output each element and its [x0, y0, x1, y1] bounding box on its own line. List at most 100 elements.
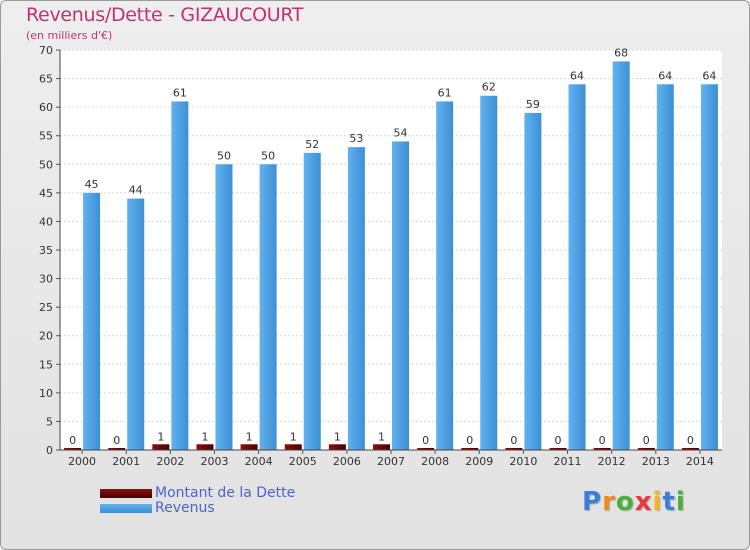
- y-tick-label: 30: [39, 273, 53, 286]
- bar-revenus: [392, 141, 409, 450]
- bar-revenus: [215, 164, 233, 451]
- logo-letter: i: [675, 487, 686, 517]
- y-tick-label: 45: [39, 187, 53, 200]
- legend-label-revenus: Revenus: [155, 500, 215, 516]
- bar-dette: [637, 448, 655, 450]
- y-tick-label: 5: [46, 415, 53, 428]
- data-label-dette: 0: [687, 434, 694, 447]
- bar-revenus: [347, 147, 365, 450]
- data-label-revenus: 61: [438, 86, 452, 99]
- bar-revenus: [259, 164, 277, 451]
- y-tick-label: 15: [39, 358, 53, 371]
- x-tick-label: 2005: [289, 455, 317, 468]
- bar-dette: [152, 444, 170, 450]
- x-tick-label: 2007: [377, 455, 405, 468]
- data-label-dette: 0: [555, 434, 562, 447]
- data-label-dette: 1: [246, 430, 253, 443]
- bar-revenus: [656, 84, 674, 451]
- data-label-dette: 0: [113, 434, 120, 447]
- x-tick-label: 2011: [554, 455, 582, 468]
- logo-letter: i: [652, 487, 663, 517]
- bar-revenus: [568, 84, 586, 451]
- data-label-dette: 0: [466, 434, 473, 447]
- y-tick-label: 25: [39, 301, 53, 314]
- data-label-dette: 1: [378, 430, 385, 443]
- y-tick-label: 35: [39, 244, 53, 257]
- x-tick-label: 2004: [245, 455, 273, 468]
- bar-chart: 0510152025303540455055606570045200004420…: [39, 44, 722, 468]
- data-label-dette: 0: [69, 434, 76, 447]
- x-tick-label: 2012: [598, 455, 626, 468]
- data-label-revenus: 52: [305, 138, 319, 151]
- x-tick-label: 2013: [642, 455, 670, 468]
- legend-swatch-dette: [100, 489, 152, 498]
- y-tick-label: 50: [39, 158, 53, 171]
- data-label-revenus: 50: [217, 149, 231, 162]
- x-tick-label: 2002: [156, 455, 184, 468]
- data-label-revenus: 54: [394, 126, 408, 139]
- bar-dette: [417, 448, 435, 450]
- logo-letter: o: [615, 487, 635, 517]
- data-label-dette: 1: [201, 430, 208, 443]
- x-tick-label: 2006: [333, 455, 361, 468]
- chart-subtitle: (en milliers d'€): [26, 29, 113, 42]
- proxiti-logo: Proxiti: [582, 487, 686, 517]
- data-label-dette: 0: [643, 434, 650, 447]
- y-tick-label: 40: [39, 215, 53, 228]
- data-label-dette: 1: [290, 430, 297, 443]
- x-tick-label: 2001: [112, 455, 140, 468]
- legend-swatch-revenus: [100, 504, 152, 513]
- x-tick-label: 2009: [465, 455, 493, 468]
- data-label-revenus: 64: [702, 69, 716, 82]
- logo-letter: x: [634, 487, 653, 517]
- x-tick-label: 2003: [200, 455, 228, 468]
- bar-dette: [108, 448, 126, 450]
- data-label-revenus: 62: [482, 81, 496, 94]
- bar-dette: [240, 444, 258, 450]
- bar-dette: [549, 448, 567, 450]
- logo-letter: P: [582, 487, 603, 517]
- bar-revenus: [83, 192, 101, 450]
- y-tick-label: 60: [39, 101, 53, 114]
- bar-dette: [505, 448, 523, 450]
- data-label-revenus: 44: [129, 184, 143, 197]
- bar-revenus: [524, 112, 542, 450]
- bar-dette: [328, 444, 346, 450]
- bar-revenus: [436, 101, 454, 450]
- bar-revenus: [127, 198, 145, 450]
- bar-dette: [284, 444, 302, 450]
- bar-dette: [681, 448, 699, 450]
- data-label-dette: 0: [599, 434, 606, 447]
- data-label-revenus: 64: [658, 69, 672, 82]
- bar-revenus: [480, 95, 498, 450]
- x-tick-label: 2010: [509, 455, 537, 468]
- bar-dette: [196, 444, 214, 450]
- y-tick-label: 10: [39, 387, 53, 400]
- x-tick-label: 2008: [421, 455, 449, 468]
- data-label-dette: 0: [510, 434, 517, 447]
- data-label-dette: 1: [334, 430, 341, 443]
- bar-dette: [461, 448, 479, 450]
- data-label-revenus: 45: [85, 178, 99, 191]
- y-tick-label: 0: [46, 444, 53, 457]
- chart-title: Revenus/Dette - GIZAUCOURT: [26, 4, 304, 26]
- data-label-revenus: 68: [614, 46, 628, 59]
- x-tick-label: 2000: [68, 455, 96, 468]
- logo-letter: t: [662, 487, 676, 517]
- data-label-dette: 1: [157, 430, 164, 443]
- y-tick-label: 55: [39, 130, 53, 143]
- y-tick-label: 65: [39, 73, 53, 86]
- data-label-revenus: 53: [349, 132, 363, 145]
- logo-letter: r: [602, 487, 616, 517]
- y-tick-label: 20: [39, 330, 53, 343]
- bar-revenus: [171, 101, 189, 450]
- x-tick-label: 2014: [686, 455, 714, 468]
- bar-dette: [593, 448, 611, 450]
- bar-revenus: [700, 84, 718, 451]
- data-label-revenus: 61: [173, 86, 187, 99]
- bar-dette: [64, 448, 82, 450]
- data-label-dette: 0: [422, 434, 429, 447]
- bar-revenus: [612, 61, 630, 451]
- bar-dette: [373, 444, 390, 450]
- data-label-revenus: 59: [526, 98, 540, 111]
